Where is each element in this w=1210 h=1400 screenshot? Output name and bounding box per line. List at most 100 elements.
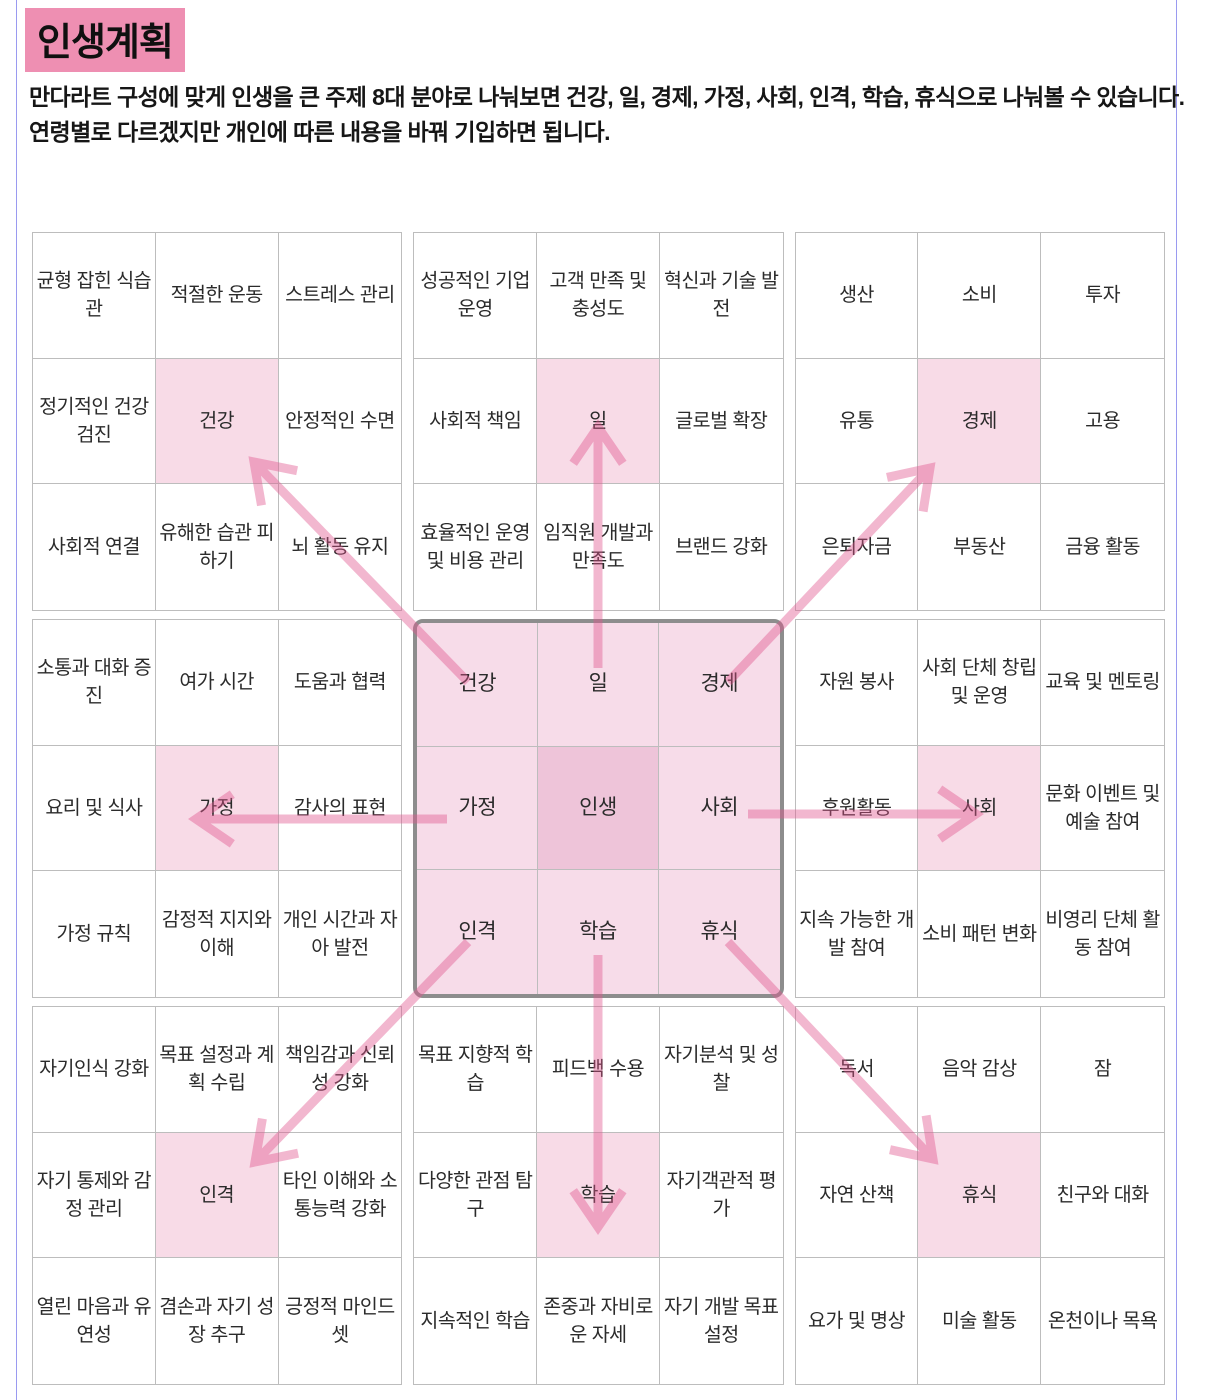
cell-text: 금융 활동 xyxy=(1065,536,1140,559)
cell-text: 적절한 운동 xyxy=(170,284,264,307)
cell-text: 도움과 협력 xyxy=(293,671,387,694)
cell-text: 지속 가능한 개발 참여 xyxy=(799,909,914,960)
cell-character-1: 목표 설정과 계획 수립 xyxy=(155,1007,279,1133)
cell-text: 효율적인 운영 및 비용 관리 xyxy=(420,522,530,573)
cell-text: 스트레스 관리 xyxy=(285,284,395,307)
cell-work-8: 브랜드 강화 xyxy=(660,484,783,610)
cell-text: 소통과 대화 증진 xyxy=(36,657,152,708)
cell-learning-8: 자기 개발 목표 설정 xyxy=(660,1258,783,1384)
cell-learning-1: 피드백 수용 xyxy=(537,1007,660,1133)
cell-economy-8: 금융 활동 xyxy=(1041,484,1164,610)
cell-work-2: 혁신과 기술 발전 xyxy=(659,233,783,359)
cell-text: 자기객관적 평가 xyxy=(666,1169,777,1220)
cell-learning-5: 자기객관적 평가 xyxy=(659,1133,783,1259)
cell-rest-2: 잠 xyxy=(1041,1007,1164,1133)
cell-text: 자기 개발 목표 설정 xyxy=(664,1296,779,1347)
cell-health-6: 사회적 연결 xyxy=(33,484,156,610)
cell-text: 요리 및 식사 xyxy=(45,796,143,819)
cell-society-6: 지속 가능한 개발 참여 xyxy=(796,871,919,997)
cell-life-0: 건강 xyxy=(417,623,539,747)
cell-text: 가정 규칙 xyxy=(56,923,132,946)
cell-society-5: 문화 이벤트 및 예술 참여 xyxy=(1041,746,1164,872)
cell-text: 정기적인 건강 검진 xyxy=(39,395,149,446)
cell-text: 경제 xyxy=(700,672,739,696)
cell-family-1: 여가 시간 xyxy=(155,620,279,746)
cell-text: 부동산 xyxy=(953,536,1006,559)
block-society: 자원 봉사 사회 단체 창립 및 운영 교육 및 멘토링 후원활동 사회 문화 이벤트 및… xyxy=(794,619,1165,998)
cell-rest-8: 온천이나 목욕 xyxy=(1041,1258,1164,1384)
cell-text: 피드백 수용 xyxy=(551,1058,645,1081)
cell-text: 비영리 단체 활동 참여 xyxy=(1045,909,1160,960)
cell-family-2: 도움과 협력 xyxy=(278,620,402,746)
cell-text: 유통 xyxy=(839,409,874,432)
cell-text: 경제 xyxy=(961,409,997,432)
cell-family-0: 소통과 대화 증진 xyxy=(33,620,156,746)
cell-text: 뇌 활동 유지 xyxy=(291,536,389,559)
cell-text: 다양한 관점 탐구 xyxy=(417,1169,533,1220)
cell-text: 생산 xyxy=(839,284,874,307)
cell-text: 온천이나 목욕 xyxy=(1047,1310,1158,1333)
cell-text: 사회 xyxy=(700,795,739,819)
cell-text: 브랜드 강화 xyxy=(675,536,768,559)
cell-rest-5: 친구와 대화 xyxy=(1041,1133,1164,1259)
cell-text: 혁신과 기술 발전 xyxy=(664,270,779,321)
cell-text: 안정적인 수면 xyxy=(285,409,395,432)
cell-learning-3: 다양한 관점 탐구 xyxy=(414,1132,538,1259)
cell-text: 목표 지향적 학습 xyxy=(417,1044,533,1095)
cell-text: 사회 xyxy=(961,796,997,819)
cell-life-2: 경제 xyxy=(658,623,780,747)
cell-text: 소비 xyxy=(961,284,997,307)
block-character: 자기인식 강화 목표 설정과 계획 수립 책임감과 신뢰성 강화 자기 통제와 감정 … xyxy=(32,1006,403,1385)
cell-text: 유해한 습관 피하기 xyxy=(159,522,274,573)
cell-character-5: 타인 이해와 소통능력 강화 xyxy=(278,1133,402,1259)
cell-economy-4: 경제 xyxy=(918,358,1042,485)
cell-character-6: 열린 마음과 유연성 xyxy=(33,1258,156,1384)
cell-learning-7: 존중과 자비로운 자세 xyxy=(537,1258,660,1384)
cell-work-5: 글로벌 확장 xyxy=(659,359,783,485)
cell-text: 소비 패턴 변화 xyxy=(922,923,1037,946)
cell-health-8: 뇌 활동 유지 xyxy=(279,484,402,610)
cell-text: 일 xyxy=(588,672,608,696)
cell-society-4: 사회 xyxy=(918,745,1042,872)
cell-text: 일 xyxy=(589,409,607,432)
cell-text: 사회적 연결 xyxy=(47,536,141,559)
cell-character-2: 책임감과 신뢰성 강화 xyxy=(278,1007,402,1133)
cell-society-0: 자원 봉사 xyxy=(795,620,919,746)
cell-text: 인격 xyxy=(199,1183,235,1206)
page-title: 인생계획 xyxy=(25,8,185,72)
cell-text: 균형 잡힌 식습관 xyxy=(36,270,152,321)
cell-text: 목표 설정과 계획 수립 xyxy=(159,1044,274,1095)
cell-family-4: 가정 xyxy=(155,745,279,872)
page-guide-left xyxy=(16,0,17,1400)
cell-work-0: 성공적인 기업 운영 xyxy=(414,233,538,359)
cell-text: 책임감과 신뢰성 강화 xyxy=(285,1044,395,1095)
cell-text: 지속적인 학습 xyxy=(420,1310,530,1333)
cell-text: 긍정적 마인드셋 xyxy=(285,1296,395,1347)
cell-family-8: 개인 시간과 자아 발전 xyxy=(279,871,402,997)
cell-life-1: 일 xyxy=(538,623,659,747)
block-family: 소통과 대화 증진 여가 시간 도움과 협력 요리 및 식사 가정 감사의 표현 가정 규칙… xyxy=(32,619,403,998)
cell-rest-6: 요가 및 명상 xyxy=(796,1258,919,1384)
cell-text: 사회적 책임 xyxy=(429,409,522,432)
cell-text: 후원활동 xyxy=(821,796,892,819)
page-guide-right xyxy=(1176,0,1177,1400)
cell-society-8: 비영리 단체 활동 참여 xyxy=(1041,871,1164,997)
mandalart-grid: 균형 잡힌 식습관 적절한 운동 스트레스 관리 정기적인 건강 검진 건강 안정적인 수… xyxy=(32,232,1165,1385)
cell-text: 글로벌 확장 xyxy=(675,409,768,432)
cell-rest-7: 미술 활동 xyxy=(918,1258,1042,1384)
cell-text: 친구와 대화 xyxy=(1056,1183,1150,1206)
cell-text: 자기인식 강화 xyxy=(39,1058,149,1081)
cell-text: 가정 xyxy=(458,795,497,819)
cell-economy-0: 생산 xyxy=(795,233,919,359)
cell-family-6: 가정 규칙 xyxy=(33,871,156,997)
cell-text: 타인 이해와 소통능력 강화 xyxy=(282,1169,398,1220)
cell-text: 자연 산책 xyxy=(819,1183,894,1206)
cell-learning-0: 목표 지향적 학습 xyxy=(414,1007,538,1133)
cell-economy-6: 은퇴자금 xyxy=(796,484,919,610)
cell-health-4: 건강 xyxy=(155,358,279,485)
cell-text: 개인 시간과 자아 발전 xyxy=(282,909,398,960)
block-economy: 생산 소비 투자 유통 경제 고용 은퇴자금 부동산 금융 활동 xyxy=(794,232,1165,611)
cell-character-8: 긍정적 마인드셋 xyxy=(279,1258,402,1384)
cell-economy-7: 부동산 xyxy=(918,484,1042,610)
